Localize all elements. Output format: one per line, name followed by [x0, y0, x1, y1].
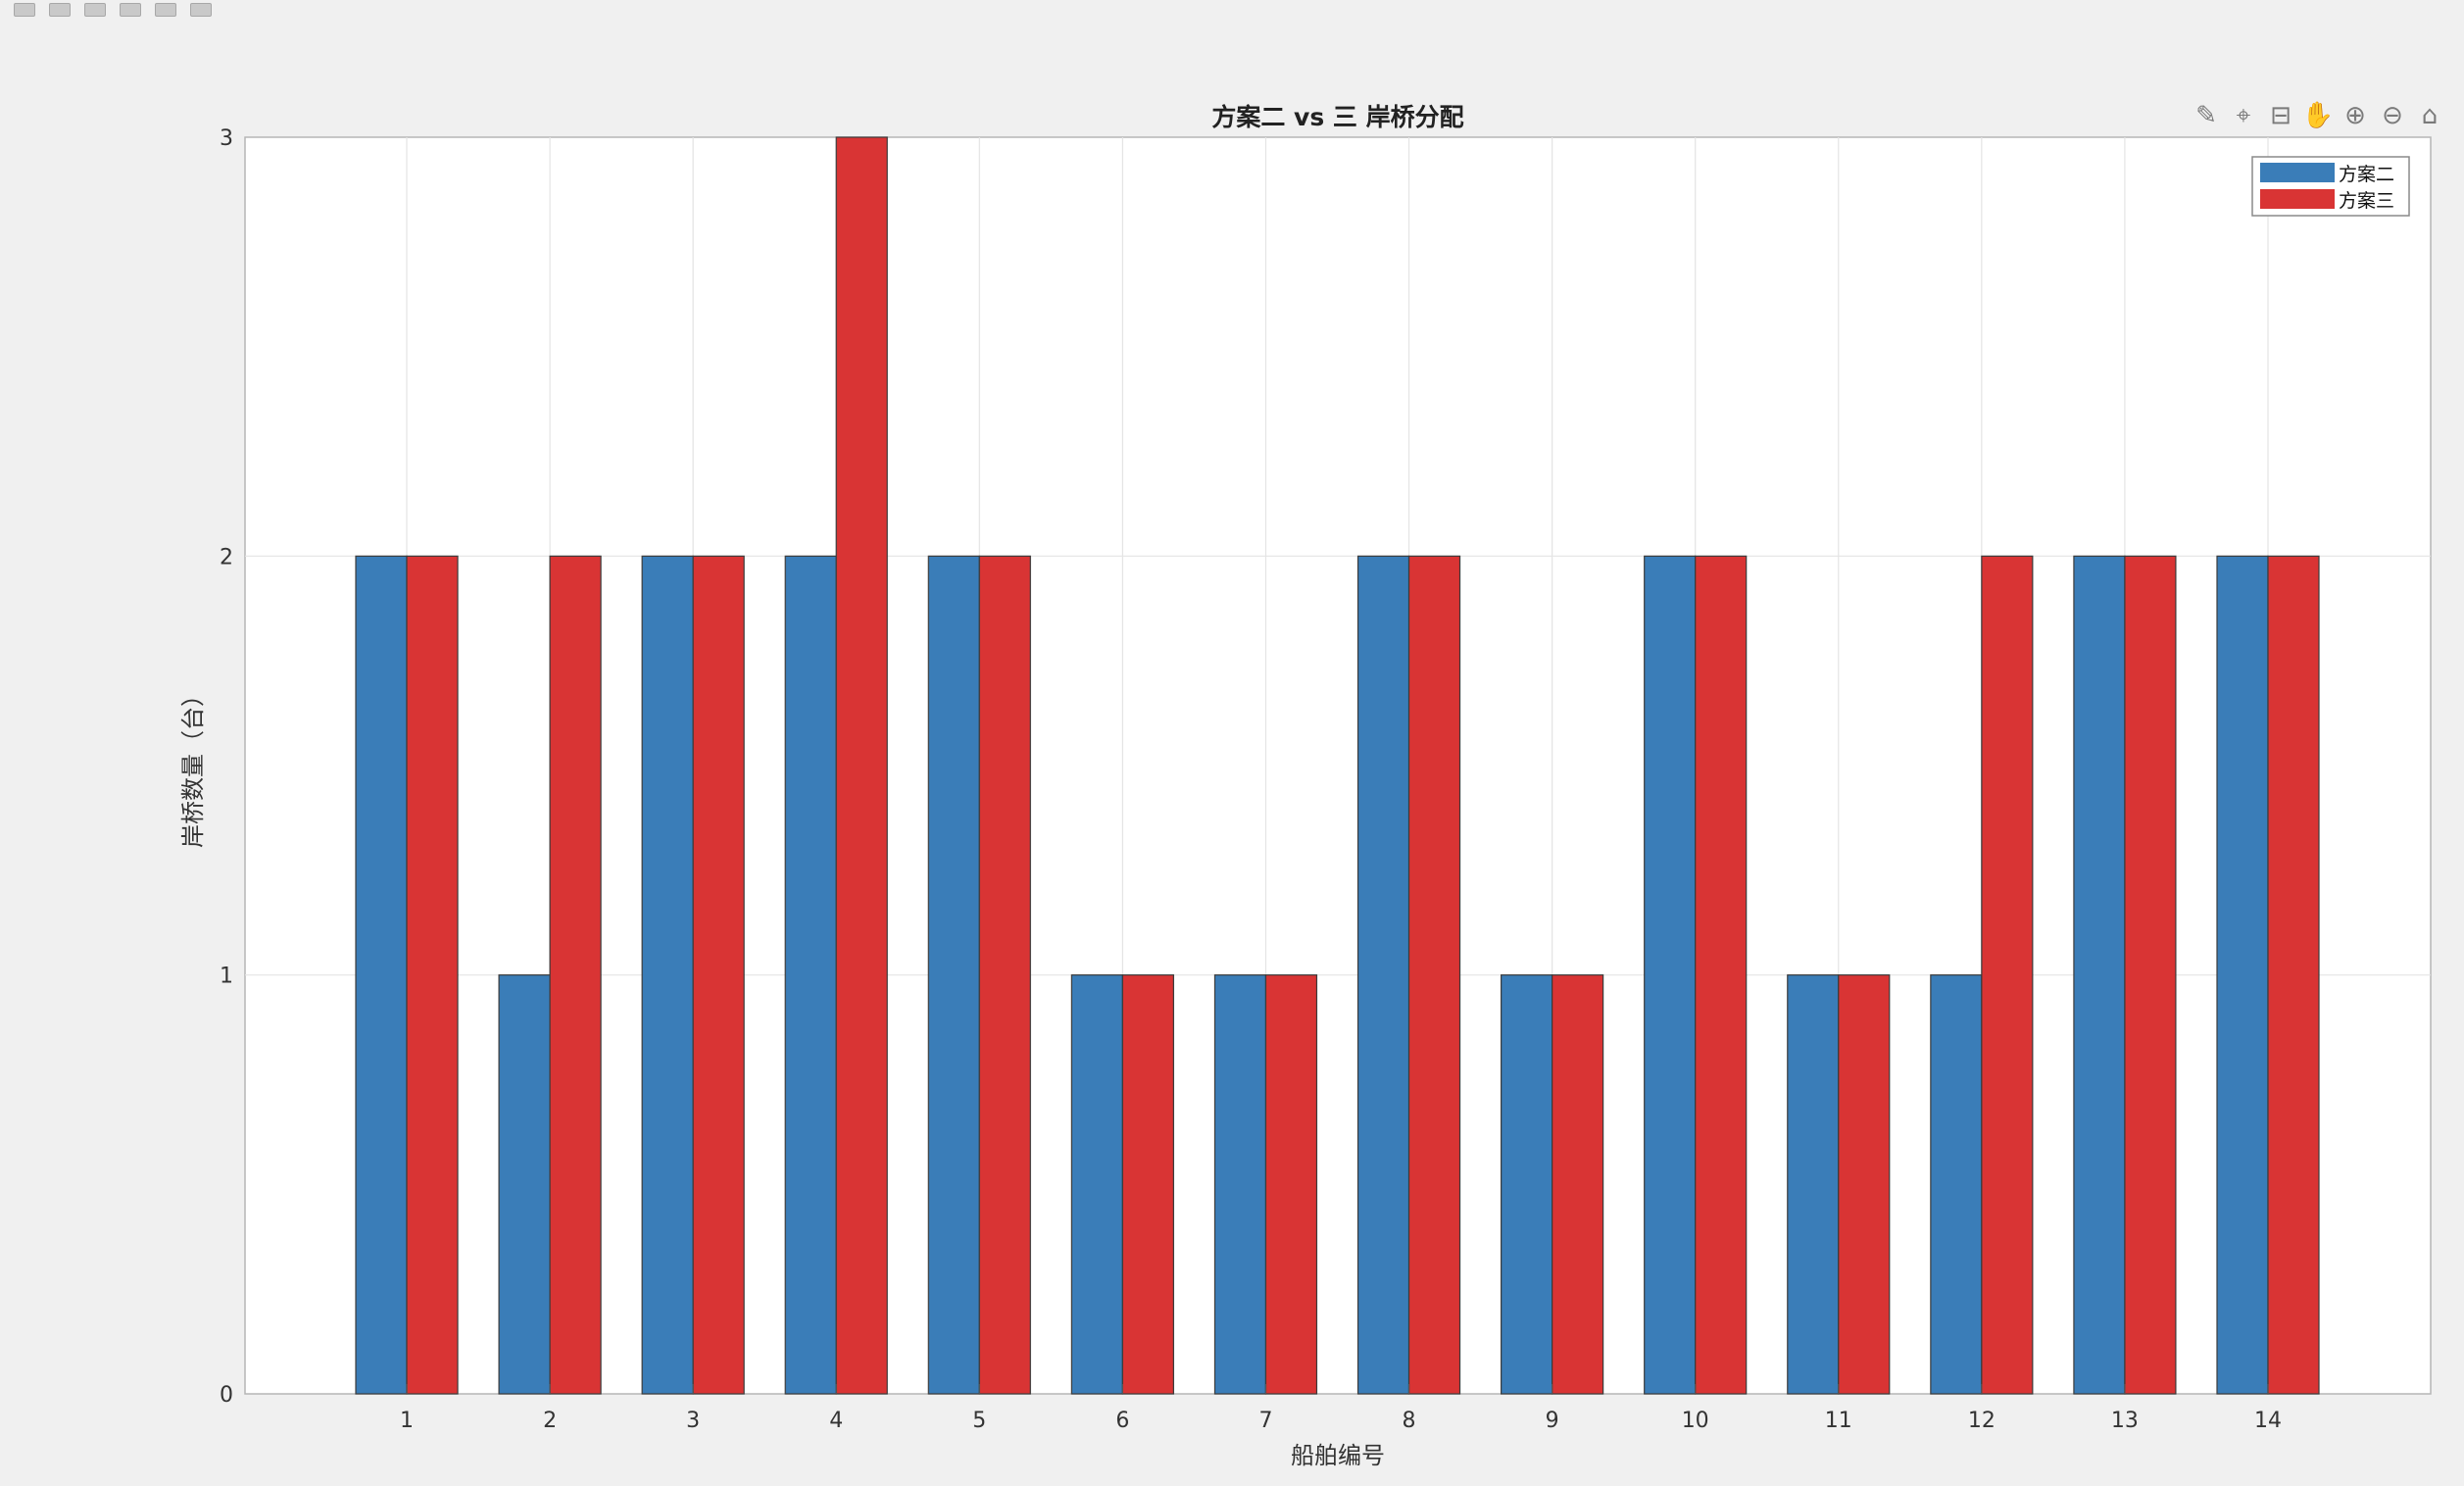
- bar-series-2[interactable]: [2267, 555, 2320, 1395]
- x-tick-label: 7: [1258, 1409, 1272, 1433]
- print-icon[interactable]: [120, 3, 141, 17]
- x-tick-label: 2: [543, 1409, 557, 1433]
- legend-swatch-series-1: [2260, 163, 2335, 182]
- legend[interactable]: 方案二 方案三: [2251, 156, 2410, 217]
- plot-area[interactable]: [244, 136, 2432, 1395]
- zoom-in-icon[interactable]: ⊕: [2344, 101, 2366, 130]
- bar-series-1[interactable]: [1644, 555, 1697, 1395]
- legend-label-series-1: 方案二: [2339, 164, 2394, 185]
- bars: [355, 136, 2320, 1395]
- y-tick-label: 0: [220, 1383, 233, 1408]
- bar-series-1[interactable]: [2073, 555, 2126, 1395]
- x-tick-label: 12: [1968, 1409, 1996, 1433]
- bar-series-1[interactable]: [2216, 555, 2269, 1395]
- bar-series-2[interactable]: [692, 555, 745, 1395]
- pointer-icon[interactable]: [155, 3, 176, 17]
- bar-series-2[interactable]: [835, 136, 888, 1395]
- new-figure-icon[interactable]: [84, 3, 106, 17]
- insert-colorbar-icon[interactable]: [190, 3, 212, 17]
- x-tick-label: 11: [1825, 1409, 1852, 1433]
- x-tick-label: 13: [2111, 1409, 2139, 1433]
- figure-toolbar: [0, 0, 2464, 20]
- brush-icon[interactable]: ✎: [2195, 101, 2217, 130]
- x-tick-label: 14: [2254, 1409, 2282, 1433]
- bar-series-1[interactable]: [355, 555, 408, 1395]
- open-file-icon[interactable]: [14, 3, 35, 17]
- x-tick-label: 4: [829, 1409, 843, 1433]
- bar-series-2[interactable]: [406, 555, 459, 1395]
- bar-series-2[interactable]: [1838, 974, 1891, 1395]
- x-tick-label: 8: [1403, 1409, 1416, 1433]
- zoom-out-icon[interactable]: ⊖: [2382, 101, 2403, 130]
- bar-series-1[interactable]: [1213, 974, 1267, 1395]
- x-tick-label: 6: [1115, 1409, 1129, 1433]
- legend-label-series-2: 方案三: [2339, 190, 2394, 212]
- bar-series-2[interactable]: [978, 555, 1031, 1395]
- bar-series-2[interactable]: [1264, 974, 1318, 1395]
- x-tick-label: 5: [972, 1409, 986, 1433]
- bar-series-1[interactable]: [498, 974, 551, 1395]
- bar-series-1[interactable]: [1930, 974, 1983, 1395]
- x-tick-label: 10: [1682, 1409, 1709, 1433]
- bar-series-1[interactable]: [1356, 555, 1410, 1395]
- bar-series-2[interactable]: [1407, 555, 1461, 1395]
- bar-series-2[interactable]: [549, 555, 602, 1395]
- x-tick-label: 1: [400, 1409, 414, 1433]
- y-axis-label: 岸桥数量（台）: [179, 683, 207, 848]
- bar-series-1[interactable]: [927, 555, 980, 1395]
- bar-series-1[interactable]: [1501, 974, 1553, 1395]
- home-icon[interactable]: ⌂: [2421, 101, 2439, 130]
- legend-swatch-series-2: [2260, 189, 2335, 209]
- bar-series-1[interactable]: [784, 555, 837, 1395]
- x-axis-label: 船舶编号: [1291, 1442, 1385, 1469]
- bar-series-2[interactable]: [1981, 555, 2034, 1395]
- bar-series-2[interactable]: [1552, 974, 1604, 1395]
- x-tick-label: 9: [1546, 1409, 1559, 1433]
- y-tick-label: 1: [220, 965, 233, 989]
- pan-icon[interactable]: ✋: [2301, 101, 2335, 130]
- save-icon[interactable]: [49, 3, 71, 17]
- bar-series-1[interactable]: [1787, 974, 1840, 1395]
- bar-series-1[interactable]: [641, 555, 694, 1395]
- rotate-icon[interactable]: ⊟: [2270, 101, 2292, 130]
- bar-series-1[interactable]: [1070, 974, 1123, 1395]
- bar-series-2[interactable]: [2124, 555, 2177, 1395]
- x-tick-label: 3: [686, 1409, 700, 1433]
- bar-series-2[interactable]: [1121, 974, 1174, 1395]
- chart-title: 方案二 vs 三 岸桥分配: [1211, 103, 1463, 131]
- axes-toolbar: ✎ ⌖ ⊟ ✋ ⊕ ⊖ ⌂: [2190, 98, 2446, 133]
- y-tick-label: 3: [220, 126, 233, 151]
- y-tick-label: 2: [220, 545, 233, 570]
- bar-series-2[interactable]: [1695, 555, 1748, 1395]
- data-tips-icon[interactable]: ⌖: [2236, 101, 2251, 130]
